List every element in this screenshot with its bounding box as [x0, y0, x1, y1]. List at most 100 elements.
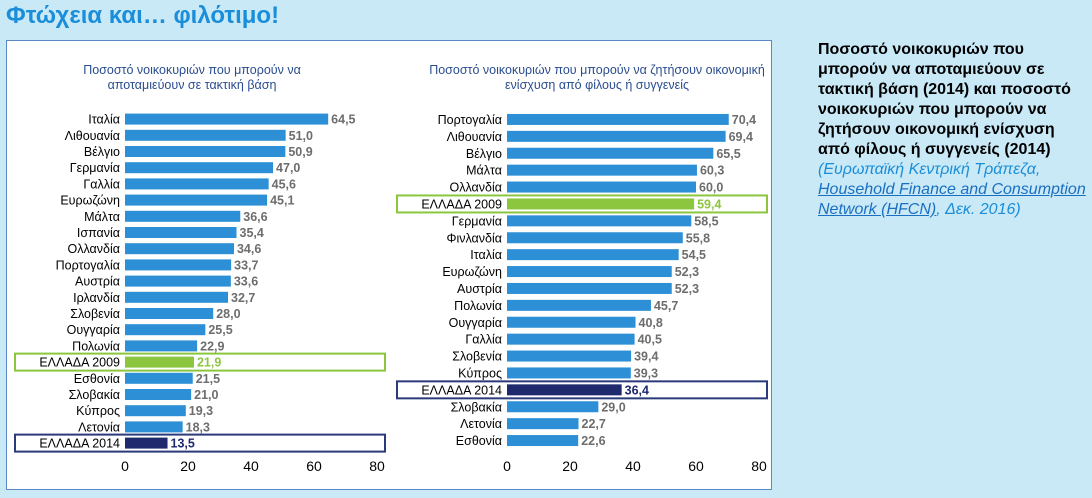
bar	[507, 130, 726, 142]
bar	[125, 178, 269, 190]
data-label: 64,5	[331, 113, 355, 127]
category-label: Πολωνία	[454, 299, 502, 313]
bar	[507, 181, 696, 193]
chart-title: ενίσχυση από φίλους ή συγγενείς	[505, 78, 689, 92]
bar	[507, 418, 579, 430]
source-prefix: (Ευρωπαϊκή Κεντρική Τράπεζα,	[818, 161, 1041, 178]
chart-panel: Ποσοστό νοικοκυριών που μπορούν να αποταμ…	[6, 40, 772, 490]
chart-title: Ποσοστό νοικοκυριών που μπορούν να ζητήσ…	[429, 63, 765, 77]
category-label: Πορτογαλία	[56, 258, 120, 272]
data-label: 21,9	[197, 356, 221, 370]
x-tick-label: 20	[180, 458, 196, 474]
x-tick-label: 0	[503, 458, 511, 474]
category-label: Μάλτα	[466, 164, 502, 178]
category-label: Ολλανδία	[450, 181, 502, 195]
highlight-box	[14, 352, 386, 372]
source-link[interactable]: Household Finance and Consumption Networ…	[818, 181, 1086, 218]
x-tick-label: 20	[562, 458, 578, 474]
bar	[125, 113, 329, 125]
highlight-box	[14, 433, 386, 453]
category-label: Εσθονία	[74, 372, 120, 386]
side-description: Ποσοστό νοικοκυριών που μπορούν να αποτα…	[818, 40, 1090, 220]
bar	[507, 367, 631, 379]
data-label: 22,7	[582, 417, 606, 431]
data-label: 29,0	[601, 400, 625, 414]
bar	[125, 356, 194, 368]
category-label: Αυστρία	[75, 275, 120, 289]
side-title: Ποσοστό νοικοκυριών που μπορούν να αποτα…	[818, 41, 1071, 158]
category-label: Αυστρία	[457, 282, 502, 296]
category-label: Κύπρος	[458, 366, 502, 380]
bar	[125, 210, 241, 222]
x-tick-label: 60	[688, 458, 704, 474]
bar	[507, 401, 599, 413]
side-source: (Ευρωπαϊκή Κεντρική Τράπεζα, Household F…	[818, 160, 1090, 220]
category-label: Ουγγαρία	[67, 323, 120, 337]
data-label: 35,4	[240, 226, 264, 240]
data-label: 36,6	[243, 210, 267, 224]
category-label: Σλοβενία	[452, 350, 502, 364]
data-label: 69,4	[729, 130, 753, 144]
category-label: Ισπανία	[77, 226, 120, 240]
bar	[125, 437, 168, 449]
chart-title: Ποσοστό νοικοκυριών που μπορούν να	[83, 63, 301, 77]
category-label: Γερμανία	[452, 214, 502, 228]
category-label: Γερμανία	[70, 161, 120, 175]
category-label: Λιθουανία	[447, 130, 502, 144]
category-label: Ολλανδία	[68, 242, 120, 256]
data-label: 32,7	[231, 291, 255, 305]
bar	[507, 249, 679, 261]
category-label: ΕΛΛΑΔΑ 2014	[39, 437, 120, 451]
data-label: 70,4	[732, 113, 756, 127]
x-tick-label: 40	[625, 458, 641, 474]
data-label: 33,6	[234, 275, 258, 289]
bar	[125, 308, 214, 319]
category-label: Κύπρος	[76, 404, 120, 418]
bar	[507, 384, 622, 396]
category-label: Σλοβενία	[70, 307, 120, 321]
bar	[125, 291, 229, 303]
category-label: ΕΛΛΑΔΑ 2009	[421, 197, 502, 211]
data-label: 58,5	[694, 214, 718, 228]
category-label: Ουγγαρία	[449, 316, 502, 330]
bar	[507, 333, 635, 345]
bar	[507, 113, 729, 125]
category-label: Μάλτα	[84, 210, 120, 224]
bar	[125, 259, 232, 271]
bar	[125, 405, 186, 417]
highlight-box	[396, 194, 768, 214]
data-label: 25,5	[208, 323, 232, 337]
bar	[507, 299, 651, 311]
category-label: Ιρλανδία	[73, 291, 120, 305]
bar	[507, 316, 636, 328]
data-label: 59,4	[697, 197, 721, 211]
bar	[125, 194, 268, 206]
bar	[507, 147, 714, 159]
category-label: Βέλγιο	[84, 145, 120, 159]
data-label: 60,0	[699, 181, 723, 195]
bar	[125, 389, 192, 400]
data-label: 54,5	[682, 248, 706, 262]
data-label: 60,3	[700, 164, 724, 178]
data-label: 13,5	[171, 437, 195, 451]
bar	[125, 146, 286, 157]
data-label: 28,0	[216, 307, 240, 321]
x-tick-label: 40	[243, 458, 259, 474]
source-suffix: , Δεκ. 2016)	[936, 201, 1021, 218]
data-label: 33,7	[234, 258, 258, 272]
data-label: 52,3	[675, 282, 699, 296]
category-label: Γαλλία	[465, 333, 502, 347]
bar	[125, 324, 206, 336]
data-label: 65,5	[716, 147, 740, 161]
data-label: 47,0	[276, 161, 300, 175]
bar	[125, 275, 231, 287]
category-label: Σλοβακία	[451, 400, 502, 414]
category-label: Πορτογαλία	[438, 113, 502, 127]
data-label: 55,8	[686, 231, 710, 245]
data-label: 22,6	[581, 434, 605, 448]
data-label: 51,0	[289, 129, 313, 143]
data-label: 22,9	[200, 339, 224, 353]
bar	[125, 162, 274, 174]
bar	[125, 227, 237, 238]
data-label: 39,3	[634, 366, 658, 380]
